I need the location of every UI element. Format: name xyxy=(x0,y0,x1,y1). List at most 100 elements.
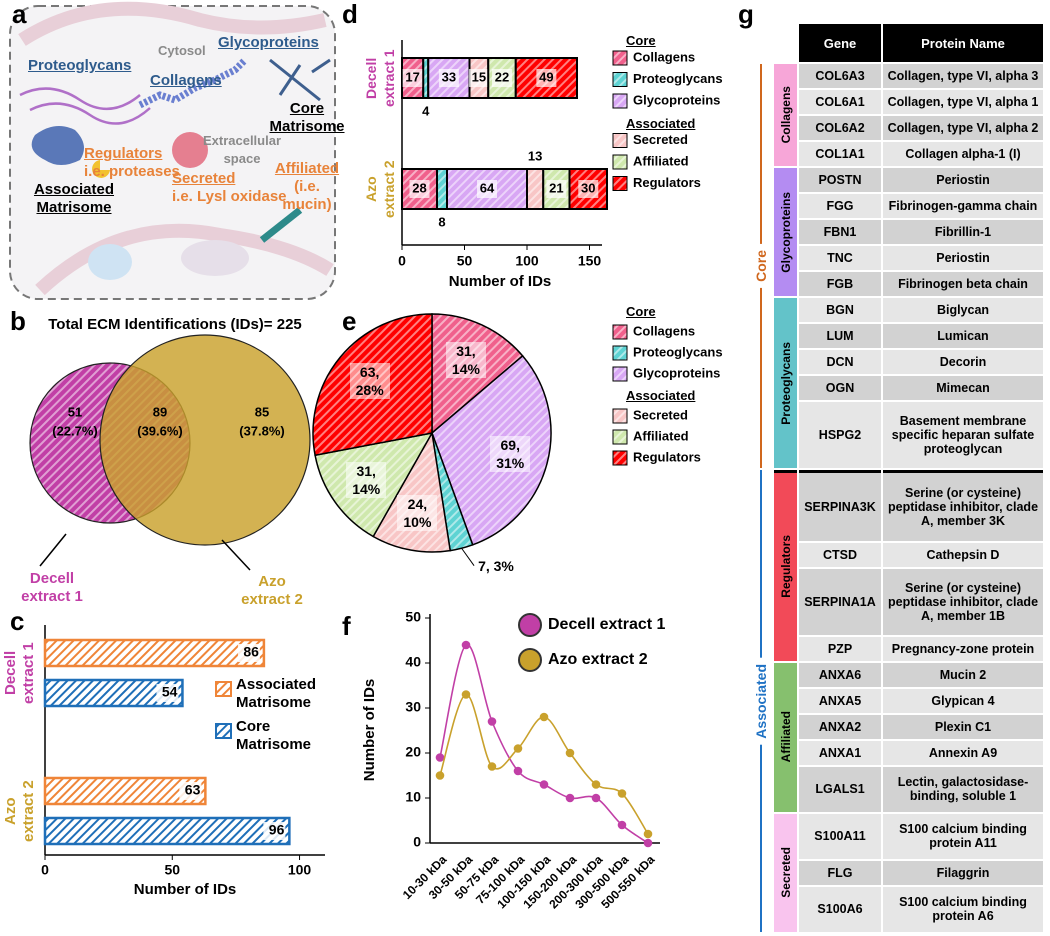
x-tick-label: 0 xyxy=(398,253,406,269)
group-cell: Core xyxy=(750,64,772,469)
table-row: ANXA1 Annexin A9 xyxy=(750,740,1043,765)
protein-cell: Decorin xyxy=(883,350,1043,374)
point xyxy=(591,780,601,789)
table-row: Affiliated ANXA6 Mucin 2 xyxy=(750,662,1043,812)
value-label: 22 xyxy=(495,69,509,84)
x-tick-label: 100 xyxy=(515,253,539,269)
legend-label: Proteoglycans xyxy=(633,71,723,86)
category-label: Decell extract 1 xyxy=(363,49,397,107)
value-label-bg xyxy=(156,684,179,702)
gene-cell: CTSD xyxy=(799,542,881,567)
value-label: 8 xyxy=(438,214,445,229)
x-tick-label: 50 xyxy=(457,253,473,269)
legend-group-title: Associated xyxy=(626,388,696,403)
illustration-label: (i.e. mucin) xyxy=(282,178,332,213)
value-label: 30 xyxy=(581,180,595,195)
slice-label: 69, 31% xyxy=(490,435,531,472)
gene-cell: DCN xyxy=(799,350,881,374)
gene-cell: FLG xyxy=(799,860,881,885)
legend-label: Affiliated xyxy=(633,153,689,168)
table-row: SERPINA1A Serine (or cysteine) peptidase … xyxy=(750,568,1043,635)
gene-cell: ANXA6 xyxy=(799,662,881,687)
gene-cell: TNC xyxy=(799,246,881,270)
region-count: 51 xyxy=(68,404,82,419)
table-row: COL6A1 Collagen, type VI, alpha 1 xyxy=(750,90,1043,114)
table-row: FLG Filaggrin xyxy=(750,860,1043,885)
protein-cell: Collagen alpha-1 (I) xyxy=(883,142,1043,166)
subgroup-label: Regulators xyxy=(778,535,793,599)
protein-cell: Collagen, type VI, alpha 3 xyxy=(883,64,1043,88)
point xyxy=(617,789,627,798)
point xyxy=(461,640,471,650)
region-percent: (37.8%) xyxy=(239,423,285,438)
protein-cell: Lumican xyxy=(883,324,1043,348)
legend-swatch xyxy=(612,429,628,445)
legend-label: Regulators xyxy=(633,449,701,464)
value-label: 49 xyxy=(539,69,553,84)
subgroup-label: Secreted xyxy=(778,847,793,899)
slice-label: 24, 10% xyxy=(397,494,438,531)
table-row: Core Collagens COL6A3 Collagen, type VI, al… xyxy=(750,64,1043,469)
legend-swatch xyxy=(612,450,628,466)
point xyxy=(565,748,575,758)
gene-cell: LGALS1 xyxy=(799,766,881,812)
gene-cell: POSTN xyxy=(799,168,881,192)
x-tick-label: 50 xyxy=(164,862,180,878)
panel-letter: c xyxy=(10,606,24,636)
legend-group-title: Associated xyxy=(626,115,696,131)
collagen-shape xyxy=(138,57,248,109)
gene-cell: ANXA2 xyxy=(799,714,881,739)
legend-label: Core Matrisome xyxy=(236,718,312,753)
point xyxy=(565,793,575,803)
point xyxy=(435,771,445,780)
value-label: 4 xyxy=(422,103,430,118)
protein-cell: Annexin A9 xyxy=(883,740,1043,765)
value-label-bg xyxy=(546,180,567,198)
value-label-bg xyxy=(536,69,557,87)
gene-cell: BGN xyxy=(799,298,881,322)
subgroup-cell: Affiliated xyxy=(774,662,797,812)
legend-label: Associated Matrisome xyxy=(236,676,317,711)
set-circle xyxy=(99,334,311,546)
leader-line xyxy=(221,539,251,571)
legend-swatch xyxy=(612,176,628,191)
protein-cell: Fibrillin-1 xyxy=(883,220,1043,244)
leader-line xyxy=(461,547,475,566)
legend-label: Secreted xyxy=(633,407,688,422)
table-row: COL1A1 Collagen alpha-1 (I) xyxy=(750,142,1043,166)
point xyxy=(435,753,445,762)
protein-cell: Serine (or cysteine) peptidase inhibitor… xyxy=(883,470,1043,541)
panel-letter: d xyxy=(342,0,358,29)
y-tick-label: 20 xyxy=(405,744,421,760)
gene-cell: FGB xyxy=(799,272,881,296)
legend-swatch xyxy=(612,154,628,170)
y-axis-label: Number of IDs xyxy=(361,679,378,782)
value-label: 33 xyxy=(442,69,456,84)
group-cell: Associated xyxy=(750,470,772,932)
value-label-bg xyxy=(492,69,512,87)
legend-label: Affiliated xyxy=(633,428,689,443)
point xyxy=(617,820,627,830)
glycoprotein-shape xyxy=(269,58,331,102)
subgroup-label: Glycoproteins xyxy=(778,191,793,273)
slice-label: 31, 14% xyxy=(346,462,387,499)
regulator-shape xyxy=(31,126,85,165)
gene-cell: COL6A3 xyxy=(799,64,881,88)
legend-label: Regulators xyxy=(633,175,701,190)
group-label: Associated xyxy=(753,657,769,745)
blank-cell xyxy=(774,24,797,62)
gene-cell: S100A11 xyxy=(799,813,881,859)
gene-table: Gene Protein Name Core Collagens COL6A3 Colla… xyxy=(748,22,1045,934)
protein-cell: S100 calcium binding protein A6 xyxy=(883,886,1043,932)
secreted-shape xyxy=(92,160,110,178)
value-label-bg xyxy=(468,69,489,87)
secreted-blob xyxy=(172,132,208,168)
value-label: 13 xyxy=(528,148,542,163)
point xyxy=(539,712,549,722)
illustration-label: i.e. proteases xyxy=(84,163,180,180)
x-tick-label: 100 xyxy=(288,862,312,878)
gene-cell: PZP xyxy=(799,636,881,661)
table-row: PZP Pregnancy-zone protein xyxy=(750,636,1043,661)
slice-label: 7, 3% xyxy=(478,557,514,574)
